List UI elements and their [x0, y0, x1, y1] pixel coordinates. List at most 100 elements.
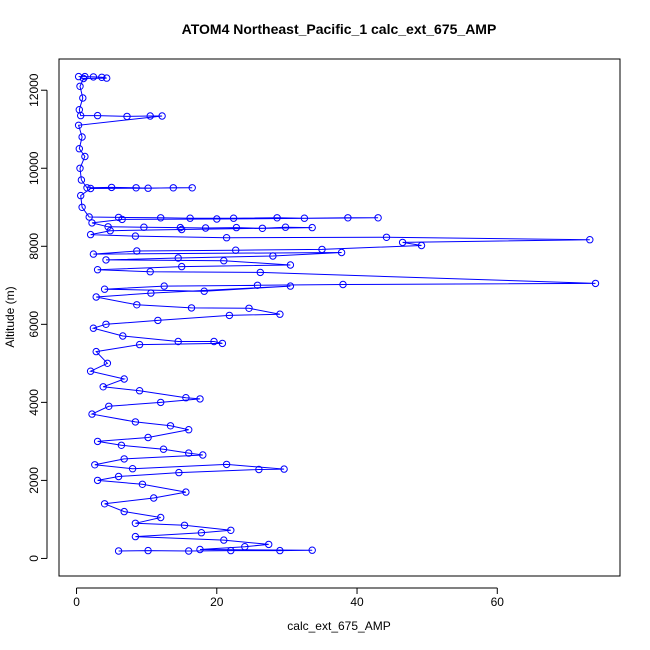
data-point [88, 410, 96, 418]
data-point [186, 214, 194, 222]
data-point [78, 203, 86, 212]
data-point [78, 133, 86, 141]
data-point [308, 546, 316, 554]
data-point [339, 280, 347, 289]
data-point [308, 223, 316, 232]
data-point [150, 494, 158, 502]
data-point [100, 500, 109, 508]
data-point [117, 441, 126, 449]
data-point [185, 547, 193, 555]
data-point [131, 232, 140, 240]
data-point [105, 402, 113, 410]
data-point [185, 426, 193, 434]
data-point [182, 488, 190, 496]
data-point [132, 184, 140, 192]
data-point [131, 532, 140, 541]
data-point [106, 227, 114, 235]
x-axis: 0 20 40 60 [73, 587, 504, 609]
data-point [178, 225, 186, 234]
data-point [227, 526, 235, 534]
data-point [178, 262, 186, 271]
data-point [276, 546, 284, 555]
data-point [220, 257, 228, 265]
data-point [81, 72, 89, 81]
data-point [81, 152, 89, 161]
data-point [225, 311, 234, 320]
plot-frame [58, 58, 621, 577]
data-point [123, 112, 131, 121]
data-point [253, 281, 262, 289]
x-axis-label: calc_ext_675_AMP [287, 619, 390, 633]
data-point [144, 546, 152, 555]
data-point [77, 111, 85, 120]
data-point [160, 282, 168, 290]
x-tick-label: 20 [210, 595, 224, 609]
data-point [256, 268, 264, 277]
data-point [182, 394, 190, 402]
data-point [174, 254, 182, 262]
data-point [86, 367, 95, 375]
x-tick-label: 0 [73, 595, 80, 609]
data-point [85, 213, 93, 221]
data-point [222, 460, 231, 469]
data-point [187, 304, 196, 312]
data-point [586, 236, 594, 244]
data-point [146, 268, 154, 276]
data-point [133, 301, 141, 309]
data-point [147, 289, 155, 297]
data-point [196, 395, 204, 403]
data-point [103, 74, 111, 82]
data-point [138, 480, 147, 488]
y-tick-label: 12000 [27, 73, 41, 107]
data-point [157, 398, 165, 407]
data-point [232, 246, 240, 254]
data-point [417, 241, 426, 250]
data-point [241, 543, 249, 551]
data-point [281, 223, 290, 231]
data-point [280, 465, 288, 473]
data-point [120, 375, 128, 383]
data-point [201, 224, 210, 232]
data-point [265, 540, 273, 549]
data-point [144, 433, 152, 442]
data-point [344, 214, 352, 222]
data-point [131, 418, 140, 426]
data-point [159, 445, 168, 453]
data-point [92, 347, 100, 356]
data-point [104, 223, 112, 231]
data-point [88, 219, 96, 227]
data-point [166, 422, 175, 430]
data-point [79, 94, 87, 102]
data-point [591, 279, 600, 288]
data-point [169, 184, 178, 192]
data-point [222, 234, 231, 242]
data-point [200, 287, 208, 295]
data-point [157, 214, 165, 222]
y-tick-label: 2000 [27, 467, 41, 494]
data-point [74, 121, 83, 130]
data-point [118, 215, 126, 224]
y-tick-label: 10000 [27, 151, 41, 185]
data-point [131, 519, 140, 527]
data-point [135, 387, 144, 395]
data-point [89, 324, 98, 332]
data-point [77, 176, 86, 184]
data-point [286, 261, 295, 269]
data-point [102, 256, 110, 264]
data-point [229, 214, 238, 222]
data-point [286, 282, 295, 290]
data-point [318, 245, 326, 254]
data-point [158, 112, 166, 120]
data-point [86, 230, 95, 239]
data-point [382, 233, 391, 242]
data-point [98, 73, 106, 82]
data-point [174, 337, 182, 346]
data-point [258, 224, 267, 233]
data-point [176, 223, 185, 232]
data-point [273, 214, 281, 222]
y-tick-label: 6000 [27, 311, 41, 338]
data-point [93, 437, 102, 446]
data-point [232, 223, 241, 232]
y-tick-label: 0 [27, 555, 41, 562]
